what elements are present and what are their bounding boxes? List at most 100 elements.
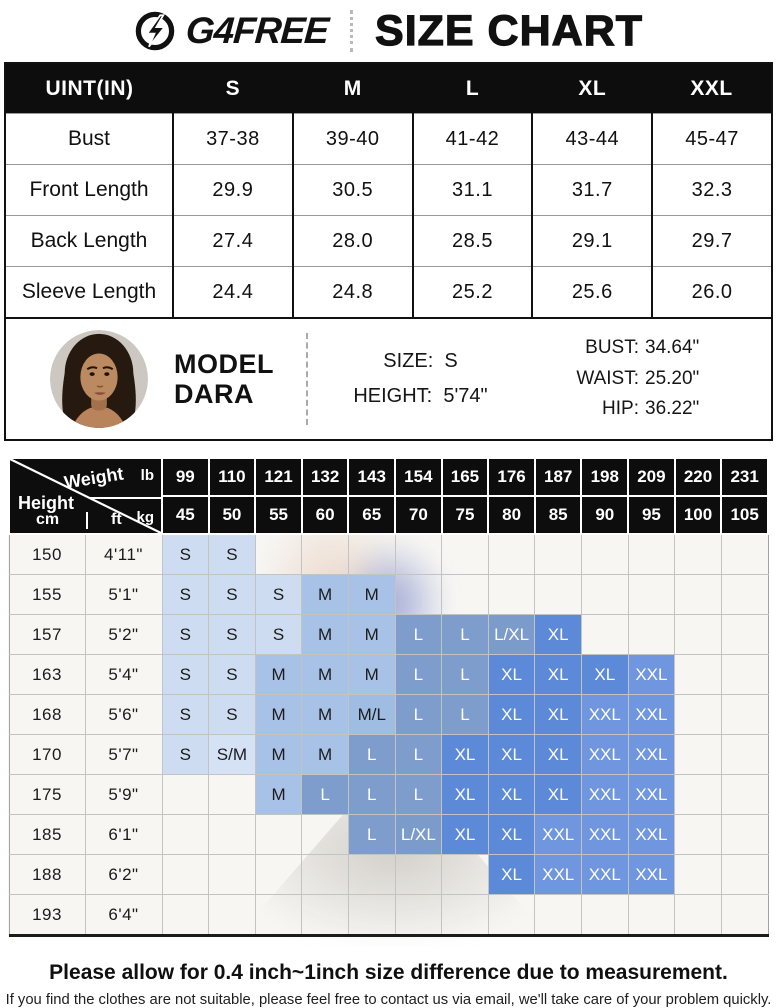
fit-size-cell: L/XL bbox=[487, 614, 536, 655]
fit-size-cell bbox=[301, 894, 349, 937]
measurement-note: Please allow for 0.4 inch~1inch size dif… bbox=[49, 961, 728, 984]
fit-size-cell bbox=[674, 734, 722, 775]
fit-size-cell: S bbox=[161, 574, 210, 615]
weight-lb-cell: 143 bbox=[347, 457, 397, 497]
fit-size-cell: XL bbox=[534, 694, 582, 735]
measurement-value: 25.2 bbox=[412, 266, 534, 318]
measurement-row: Back Length 27.4 28.0 28.5 29.1 29.7 bbox=[5, 215, 772, 267]
size-column-header: XXL bbox=[652, 63, 772, 114]
fit-size-cell bbox=[674, 614, 722, 655]
contact-note: If you find the clothes are not suitable… bbox=[5, 992, 772, 1008]
measurement-value: 30.5 bbox=[292, 164, 414, 216]
measurement-value: 26.0 bbox=[652, 266, 772, 318]
fit-size-cell: S bbox=[208, 533, 256, 575]
weight-lb-cell: 198 bbox=[580, 457, 630, 497]
fit-chart-row: 163 5'4" S S M M M L L XL XL XL XXL bbox=[8, 654, 769, 695]
fit-size-cell bbox=[208, 854, 256, 895]
fit-size-cell: S bbox=[208, 694, 256, 735]
fit-size-cell: XXL bbox=[534, 814, 582, 855]
height-cm-cell: 168 bbox=[8, 694, 86, 735]
fit-size-cell bbox=[441, 854, 489, 895]
fit-size-cell: L bbox=[441, 694, 489, 735]
fit-size-cell bbox=[394, 533, 443, 575]
model-name: MODEL DARA bbox=[174, 349, 274, 409]
fit-size-cell: XL bbox=[441, 774, 489, 815]
weight-lb-cell: 154 bbox=[394, 457, 443, 497]
lb-unit-label: lb bbox=[140, 467, 154, 484]
fit-size-cell: M bbox=[301, 654, 349, 695]
model-measurements-block: BUST: 34.64" WAIST: 25.20" HIP: 36.22" bbox=[533, 333, 771, 424]
ft-unit-label: ft bbox=[111, 511, 122, 528]
kg-unit-label: kg bbox=[136, 509, 154, 526]
fit-size-cell: L bbox=[347, 814, 396, 855]
weight-lb-cell: 176 bbox=[487, 457, 536, 497]
measurement-value: 31.7 bbox=[532, 164, 654, 216]
fit-size-cell: XXL bbox=[627, 774, 676, 815]
fit-size-cell bbox=[627, 894, 676, 937]
height-cm-cell: 163 bbox=[8, 654, 86, 695]
fit-size-cell: S bbox=[208, 654, 256, 695]
fit-size-cell: XXL bbox=[627, 734, 676, 775]
height-weight-corner-cell: Weight lb Height kg cm ft bbox=[8, 457, 163, 535]
fit-size-cell bbox=[627, 533, 676, 575]
height-cm-cell: 150 bbox=[8, 533, 86, 575]
bust-value: 34.64" bbox=[645, 337, 700, 359]
fit-size-cell: L bbox=[394, 774, 443, 815]
cm-ft-separator bbox=[86, 512, 88, 529]
weight-kg-row: 45 50 55 60 65 70 75 80 85 90 95 100 105 bbox=[9, 495, 769, 535]
brand-name: G4FREE bbox=[184, 10, 330, 51]
measurement-value: 28.5 bbox=[412, 215, 534, 267]
fit-size-cell bbox=[534, 533, 582, 575]
fit-size-cell: M bbox=[301, 614, 349, 655]
weight-kg-cell: 45 bbox=[161, 495, 210, 535]
fit-size-cell bbox=[534, 894, 582, 937]
fit-size-cell bbox=[161, 774, 210, 815]
waist-value: 25.20" bbox=[645, 367, 700, 389]
fit-size-cell bbox=[720, 814, 769, 855]
fit-size-cell: M bbox=[347, 614, 396, 655]
measurement-value: 37-38 bbox=[173, 113, 294, 165]
fit-size-cell bbox=[254, 854, 303, 895]
fit-size-cell bbox=[254, 814, 303, 855]
model-size-block: SIZE: S HEIGHT: 5'74" bbox=[308, 344, 533, 414]
fit-chart-row: 175 5'9" M L L L XL XL XL XXL XXL bbox=[8, 774, 769, 815]
fit-size-cell bbox=[208, 774, 256, 815]
fit-size-cell bbox=[720, 694, 769, 735]
fit-size-cell bbox=[720, 533, 769, 575]
fit-size-cell bbox=[208, 814, 256, 855]
height-ft-cell: 5'7" bbox=[84, 734, 163, 775]
fit-size-cell: XXL bbox=[627, 654, 676, 695]
fit-size-cell bbox=[674, 533, 722, 575]
model-size-line: SIZE: S bbox=[308, 344, 533, 379]
model-divider bbox=[306, 333, 308, 425]
weight-lb-cell: 187 bbox=[533, 457, 583, 497]
fit-size-cell: XL bbox=[487, 774, 536, 815]
model-name-line2: DARA bbox=[174, 379, 254, 409]
fit-size-cell: XXL bbox=[627, 854, 676, 895]
fit-size-cell: XL bbox=[487, 854, 536, 895]
fit-size-cell: L/XL bbox=[394, 814, 443, 855]
fit-size-cell: S bbox=[161, 654, 210, 695]
fit-size-cell: S bbox=[254, 574, 303, 615]
fit-size-cell bbox=[720, 854, 769, 895]
weight-kg-cell: 105 bbox=[720, 495, 769, 535]
fit-size-cell bbox=[394, 574, 443, 615]
weight-kg-cell: 70 bbox=[394, 495, 443, 535]
fit-size-cell bbox=[720, 654, 769, 695]
size-column-header: XL bbox=[532, 63, 653, 114]
fit-size-cell: XL bbox=[487, 734, 536, 775]
brand-logo-icon bbox=[134, 10, 176, 52]
fit-size-cell bbox=[254, 533, 303, 575]
fit-size-cell bbox=[674, 574, 722, 615]
fit-size-cell bbox=[674, 854, 722, 895]
fit-size-cell bbox=[487, 533, 536, 575]
fit-size-cell bbox=[674, 894, 722, 937]
fit-chart-row: 157 5'2" S S S M M L L L/XL XL bbox=[8, 614, 769, 655]
measurement-label: Back Length bbox=[5, 215, 174, 267]
bust-label: BUST: bbox=[585, 337, 639, 359]
fit-size-cell: XXL bbox=[627, 814, 676, 855]
fit-size-cell bbox=[161, 814, 210, 855]
height-ft-cell: 6'4" bbox=[84, 894, 163, 937]
fit-size-cell: XL bbox=[441, 734, 489, 775]
weight-lb-cell: 121 bbox=[254, 457, 303, 497]
